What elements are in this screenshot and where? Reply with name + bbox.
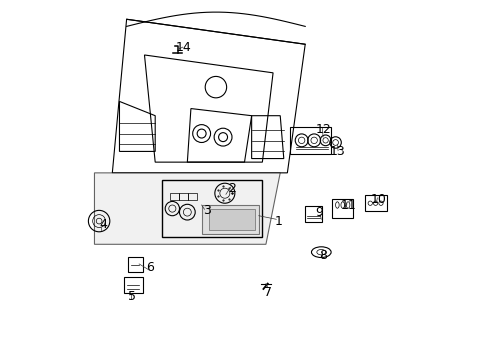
Text: 8: 8 xyxy=(319,248,326,261)
Text: 3: 3 xyxy=(203,204,210,217)
Text: 13: 13 xyxy=(329,145,345,158)
Polygon shape xyxy=(208,208,255,230)
Text: 10: 10 xyxy=(370,193,386,206)
Polygon shape xyxy=(94,173,280,244)
Text: 7: 7 xyxy=(263,286,271,299)
Text: 12: 12 xyxy=(315,123,330,136)
Text: 9: 9 xyxy=(315,206,323,219)
Text: 2: 2 xyxy=(227,183,235,195)
Text: 1: 1 xyxy=(274,215,282,228)
Text: 11: 11 xyxy=(340,198,355,212)
Text: 6: 6 xyxy=(145,261,153,274)
Text: 4: 4 xyxy=(99,218,107,231)
Text: 14: 14 xyxy=(176,41,191,54)
Polygon shape xyxy=(201,205,258,234)
Text: 5: 5 xyxy=(128,289,136,303)
